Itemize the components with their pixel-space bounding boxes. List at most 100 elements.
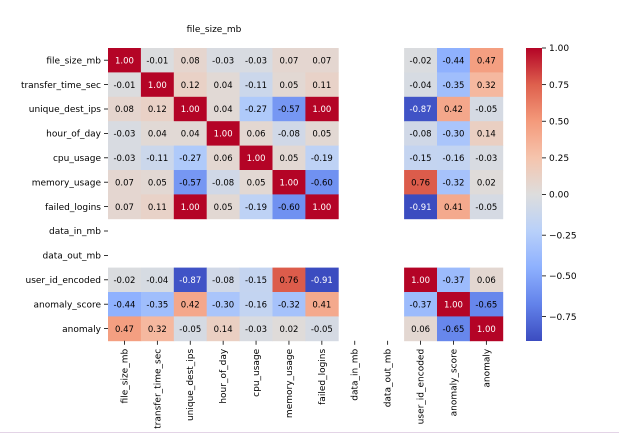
- heatmap-cell-unique-dest-ips-user-id-encoded: [404, 96, 438, 122]
- heatmap-cell-cpu-usage-anomaly: [469, 145, 504, 171]
- cell-value-label: 1.00: [477, 325, 496, 335]
- heatmap-cell-hour-of-day-transfer-time-sec: [140, 121, 175, 146]
- chart-title: file_size_mb: [187, 25, 242, 35]
- heatmap-cell-file-size-mb-anomaly-score: [437, 48, 471, 73]
- cell-value-label: -0.27: [245, 105, 267, 115]
- colorbar-gradient: [526, 48, 542, 341]
- heatmap-cell-transfer-time-sec-unique-dest-ips: [173, 72, 208, 98]
- heatmap-cell-failed-logins-memory-usage: [272, 194, 306, 220]
- heatmap-cell-failed-logins-hour-of-day: [206, 194, 240, 220]
- cell-value-label: 0.47: [115, 325, 134, 335]
- heatmap-cell-cpu-usage-user-id-encoded: [404, 145, 438, 171]
- cell-value-label: 1.00: [411, 276, 430, 286]
- cell-value-label: -0.11: [146, 154, 168, 164]
- cell-value-label: 0.04: [148, 130, 167, 140]
- cell-value-label: -0.15: [245, 276, 267, 286]
- column-label-unique-dest-ips: unique_dest_ips: [186, 348, 196, 421]
- heatmap-cell-transfer-time-sec-user-id-encoded: [404, 72, 438, 98]
- heatmap-cell-transfer-time-sec-anomaly-score: [437, 72, 471, 98]
- cell-value-label: -0.08: [410, 130, 432, 140]
- cell-value-label: -0.03: [113, 130, 135, 140]
- heatmap-cell-anomaly-failed-logins: [305, 316, 339, 342]
- cell-value-label: 1.00: [115, 56, 134, 66]
- cell-value-label: 0.05: [279, 154, 298, 164]
- heatmap-cell-anomaly-score-anomaly-score: [437, 292, 471, 317]
- cell-value-label: -0.60: [311, 178, 333, 188]
- colorbar-tick-label: −0.25: [549, 231, 577, 241]
- heatmap-cell-anomaly-score-transfer-time-sec: [140, 292, 175, 317]
- cell-value-label: 0.41: [444, 203, 463, 213]
- heatmap-cell-user-id-encoded-hour-of-day: [206, 267, 240, 293]
- heatmap-cell-file-size-mb-user-id-encoded: [404, 48, 438, 73]
- heatmap-cell-user-id-encoded-transfer-time-sec: [140, 267, 175, 293]
- heatmap-cell-cpu-usage-file-size-mb: [108, 145, 142, 171]
- cell-value-label: 0.04: [181, 130, 200, 140]
- heatmap-cell-user-id-encoded-user-id-encoded: [404, 267, 438, 293]
- cell-value-label: 1.00: [312, 203, 331, 213]
- cell-value-label: 0.05: [312, 130, 331, 140]
- cell-value-label: -0.03: [113, 154, 135, 164]
- cell-value-label: -0.19: [311, 154, 333, 164]
- cell-value-label: -0.02: [113, 276, 135, 286]
- cell-value-label: -0.05: [475, 203, 497, 213]
- heatmap-cell-transfer-time-sec-memory-usage: [272, 72, 306, 98]
- heatmap-cell-hour-of-day-file-size-mb: [108, 121, 142, 146]
- cell-value-label: -0.30: [212, 300, 234, 310]
- cell-value-label: 1.00: [214, 130, 233, 140]
- row-labels: file_size_mb transfer_time_sec unique_dest…: [21, 56, 108, 335]
- cell-value-label: 0.32: [148, 325, 167, 335]
- heatmap-cell-unique-dest-ips-cpu-usage: [239, 96, 273, 122]
- bottom-rule: [0, 432, 619, 433]
- cell-value-label: 1.00: [279, 178, 298, 188]
- heatmap-cell-transfer-time-sec-transfer-time-sec: [140, 72, 175, 98]
- heatmap-cell-failed-logins-failed-logins: [305, 194, 339, 220]
- heatmap-cell-anomaly-score-unique-dest-ips: [173, 292, 208, 317]
- row-label-failed-logins: failed_logins: [45, 203, 101, 213]
- heatmap-cell-hour-of-day-cpu-usage: [239, 121, 273, 146]
- column-label-anomaly: anomaly: [482, 348, 492, 388]
- heatmap-cell-cpu-usage-unique-dest-ips: [173, 145, 208, 171]
- heatmap-cell-memory-usage-user-id-encoded: [404, 170, 438, 195]
- heatmap-cell-unique-dest-ips-unique-dest-ips: [173, 96, 208, 122]
- heatmap-cell-memory-usage-memory-usage: [272, 170, 306, 195]
- cell-value-label: 1.00: [181, 105, 200, 115]
- cell-value-label: 0.07: [115, 203, 134, 213]
- heatmap-cell-memory-usage-unique-dest-ips: [173, 170, 208, 195]
- heatmap-cell-hour-of-day-user-id-encoded: [404, 121, 438, 146]
- cell-value-label: -0.04: [146, 276, 168, 286]
- row-label-memory-usage: memory_usage: [32, 178, 102, 188]
- cell-value-label: -0.03: [475, 154, 497, 164]
- cell-value-label: 1.00: [247, 154, 266, 164]
- heatmap-cell-user-id-encoded-unique-dest-ips: [173, 267, 208, 293]
- heatmap-cell-cpu-usage-failed-logins: [305, 145, 339, 171]
- cell-value-label: -0.03: [212, 56, 234, 66]
- cell-value-label: -0.11: [245, 81, 267, 91]
- heatmap-cell-anomaly-score-cpu-usage: [239, 292, 273, 317]
- cell-value-label: -0.03: [245, 56, 267, 66]
- column-label-user-id-encoded: user_id_encoded: [417, 349, 427, 425]
- cell-value-label: -0.03: [245, 325, 267, 335]
- heatmap-cell-hour-of-day-unique-dest-ips: [173, 121, 208, 146]
- heatmap-cell-unique-dest-ips-file-size-mb: [108, 96, 142, 122]
- cell-value-label: 1.00: [181, 203, 200, 213]
- cell-value-label: 0.06: [477, 276, 496, 286]
- cell-value-label: 0.04: [214, 81, 233, 91]
- cell-value-label: -0.37: [410, 300, 432, 310]
- heatmap-cell-file-size-mb-failed-logins: [305, 48, 339, 73]
- column-label-memory-usage: memory_usage: [285, 348, 295, 418]
- heatmap-cell-memory-usage-anomaly: [469, 170, 504, 195]
- heatmap-cell-failed-logins-file-size-mb: [108, 194, 142, 220]
- heatmap-cell-user-id-encoded-anomaly: [469, 267, 504, 293]
- heatmap-cell-cpu-usage-transfer-time-sec: [140, 145, 175, 171]
- cell-value-label: -0.05: [311, 325, 333, 335]
- column-label-data-out-mb: data_out_mb: [384, 349, 394, 408]
- column-labels: file_size_mb transfer_time_sec unique_dest…: [120, 340, 492, 429]
- heatmap-cell-file-size-mb-transfer-time-sec: [140, 48, 175, 73]
- cell-value-label: 1.00: [444, 300, 463, 310]
- cell-value-label: 0.08: [115, 105, 134, 115]
- cell-value-label: -0.44: [113, 300, 135, 310]
- heatmap-cell-file-size-mb-cpu-usage: [239, 48, 273, 73]
- heatmap-cell-user-id-encoded-cpu-usage: [239, 267, 273, 293]
- cell-value-label: 0.11: [312, 81, 331, 91]
